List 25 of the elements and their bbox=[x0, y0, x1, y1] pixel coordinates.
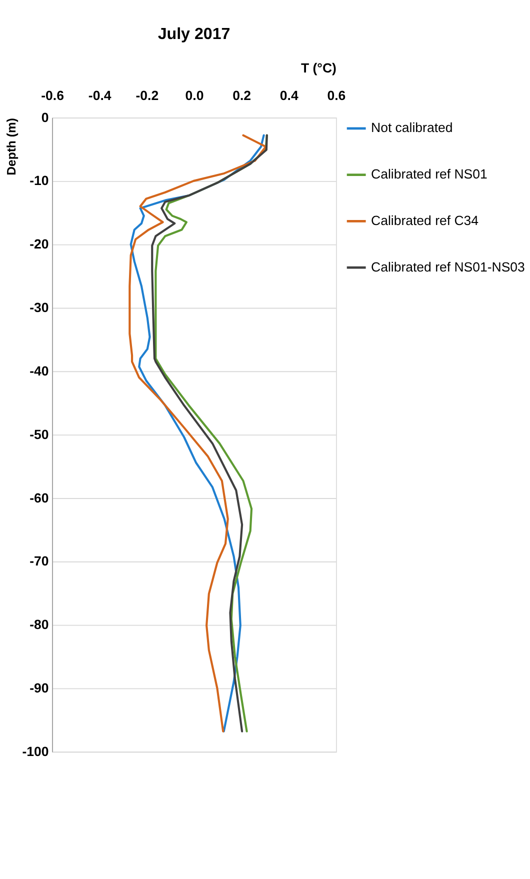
y-tick-label: 0 bbox=[41, 110, 49, 125]
x-tick-label: -0.6 bbox=[41, 88, 64, 104]
legend-label: Not calibrated bbox=[371, 120, 453, 136]
y-tick-label: -80 bbox=[30, 617, 49, 632]
legend-label: Calibrated ref NS01-NS03 bbox=[371, 259, 525, 274]
y-tick-label: -30 bbox=[30, 300, 49, 316]
chart-title: July 2017 bbox=[158, 24, 230, 43]
y-tick-label: -100 bbox=[22, 744, 49, 759]
legend-label: Calibrated ref C34 bbox=[371, 212, 479, 228]
x-axis-title: T (°C) bbox=[300, 60, 336, 76]
y-tick-label: -70 bbox=[30, 554, 49, 569]
x-tick-label: 0.6 bbox=[327, 88, 346, 104]
y-tick-label: -20 bbox=[30, 236, 49, 252]
y-tick-label: -10 bbox=[30, 173, 49, 188]
x-tick-label: -0.4 bbox=[88, 88, 112, 104]
legend-label: Calibrated ref NS01 bbox=[371, 166, 488, 182]
y-axis-title: Depth (m) bbox=[4, 118, 19, 176]
x-tick-label: 0.0 bbox=[185, 88, 204, 104]
y-tick-label: -50 bbox=[30, 426, 49, 442]
y-tick-label: -60 bbox=[30, 490, 49, 506]
y-tick-label: -90 bbox=[30, 680, 49, 696]
x-tick-label: 0.2 bbox=[232, 88, 252, 104]
y-tick-label: -40 bbox=[30, 363, 49, 378]
x-tick-label: -0.2 bbox=[136, 88, 159, 104]
x-tick-label: 0.4 bbox=[280, 88, 299, 104]
